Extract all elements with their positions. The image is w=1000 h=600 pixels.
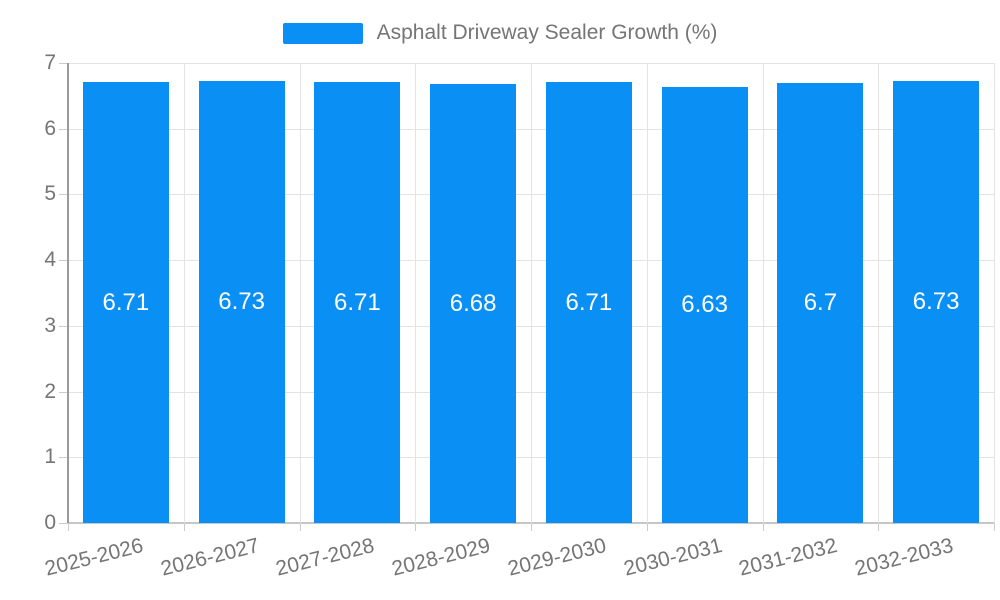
y-axis-tick [59, 457, 68, 459]
bar-value-label: 6.71 [102, 288, 150, 316]
y-axis-tick [59, 325, 68, 327]
legend-series-label: Asphalt Driveway Sealer Growth (%) [376, 21, 718, 44]
y-axis-tick [59, 194, 68, 196]
y-axis-tick [59, 128, 68, 130]
bar[interactable]: 6.7 [777, 82, 864, 523]
bar[interactable]: 6.73 [198, 80, 285, 523]
gridline-vertical [994, 63, 995, 523]
bar-value-label: 6.71 [565, 288, 613, 316]
y-axis-tick-label: 3 [44, 313, 56, 337]
bar[interactable]: 6.63 [661, 87, 748, 523]
gridline-vertical [762, 63, 764, 523]
x-axis-tick [299, 523, 301, 531]
gridline-vertical [646, 63, 648, 523]
x-axis-tick [646, 523, 648, 531]
y-axis-tick-label: 6 [44, 116, 56, 140]
bar[interactable]: 6.71 [545, 82, 632, 523]
gridline-vertical [299, 63, 301, 523]
legend-swatch [282, 22, 363, 44]
chart-legend: Asphalt Driveway Sealer Growth (%) [0, 20, 1000, 46]
y-axis-tick [59, 523, 68, 524]
gridline-vertical [415, 63, 417, 523]
bar-value-label: 6.73 [218, 287, 265, 315]
y-axis-line [67, 63, 69, 523]
bar-value-label: 6.71 [334, 288, 381, 316]
y-axis-tick [59, 260, 68, 262]
bar-value-label: 6.7 [803, 288, 838, 316]
bar-value-label: 6.63 [681, 291, 728, 319]
gridline-vertical [878, 63, 880, 523]
y-axis-tick-label: 5 [44, 182, 56, 206]
legend-item[interactable]: Asphalt Driveway Sealer Growth (%) [282, 21, 718, 45]
bar[interactable]: 6.71 [314, 82, 401, 523]
y-axis-tick-label: 7 [44, 51, 56, 74]
bar[interactable]: 6.73 [893, 80, 980, 523]
y-axis-tick-label: 0 [44, 511, 56, 534]
bar[interactable]: 6.68 [430, 84, 517, 523]
bar-value-label: 6.73 [912, 287, 960, 315]
y-axis-tick [59, 63, 68, 64]
y-axis-tick-label: 1 [44, 445, 56, 469]
y-axis-tick [59, 391, 68, 393]
x-axis-tick [183, 523, 185, 531]
y-axis-tick-label: 4 [44, 248, 56, 272]
gridline-vertical [531, 63, 532, 523]
x-axis-tick [68, 523, 69, 531]
x-axis-tick [878, 523, 880, 531]
y-axis-tick-label: 2 [44, 379, 56, 403]
x-axis-tick [531, 523, 532, 531]
x-axis-tick [415, 523, 417, 531]
bar[interactable]: 6.71 [82, 82, 169, 523]
x-axis-tick [762, 523, 764, 531]
gridline-vertical [183, 63, 185, 523]
bar-value-label: 6.68 [449, 289, 497, 317]
x-axis-tick [994, 523, 995, 531]
